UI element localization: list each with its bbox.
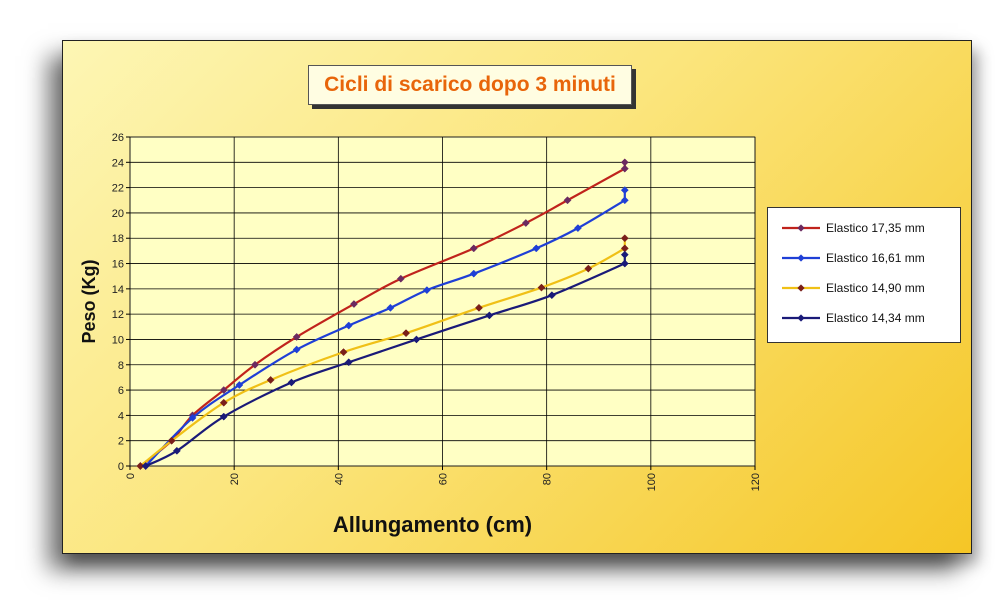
data-point bbox=[620, 196, 629, 205]
legend-label: Elastico 14,90 mm bbox=[826, 281, 925, 295]
y-tick-label: 22 bbox=[112, 183, 124, 195]
legend-swatch bbox=[782, 254, 820, 262]
x-axis-label: Allungamento (cm) bbox=[333, 512, 532, 537]
data-point bbox=[620, 250, 629, 259]
y-tick-label: 8 bbox=[118, 360, 124, 372]
data-point bbox=[547, 291, 556, 300]
legend-label: Elastico 17,35 mm bbox=[826, 221, 925, 235]
legend-swatch bbox=[782, 224, 820, 232]
x-tick-label: 80 bbox=[542, 473, 554, 485]
y-tick-label: 2 bbox=[118, 436, 124, 448]
x-tick-label: 120 bbox=[750, 473, 762, 491]
y-tick-label: 0 bbox=[118, 461, 124, 473]
data-point bbox=[412, 335, 421, 344]
y-tick-label: 26 bbox=[112, 132, 124, 144]
y-tick-label: 14 bbox=[112, 284, 124, 296]
legend-item: Elastico 16,61 mm bbox=[768, 248, 960, 268]
chart-legend: Elastico 17,35 mm Elastico 16,61 mm Elasti… bbox=[767, 207, 961, 343]
x-tick-label: 0 bbox=[125, 473, 137, 479]
data-point bbox=[292, 345, 301, 354]
legend-item: Elastico 17,35 mm bbox=[768, 218, 960, 238]
data-point bbox=[396, 274, 405, 283]
data-point bbox=[219, 386, 228, 395]
legend-item: Elastico 14,90 mm bbox=[768, 278, 960, 298]
data-point bbox=[344, 358, 353, 367]
data-point bbox=[475, 303, 483, 312]
y-tick-label: 6 bbox=[118, 385, 124, 397]
y-tick-label: 24 bbox=[112, 157, 124, 169]
data-point bbox=[167, 436, 176, 445]
x-tick-label: 20 bbox=[229, 473, 241, 485]
data-point bbox=[620, 186, 629, 195]
data-point bbox=[350, 300, 358, 308]
data-point bbox=[402, 329, 410, 338]
data-point bbox=[287, 378, 296, 387]
data-point bbox=[292, 332, 301, 341]
y-tick-label: 4 bbox=[118, 410, 124, 422]
data-point bbox=[584, 264, 593, 273]
y-tick-label: 18 bbox=[112, 233, 124, 245]
data-point bbox=[620, 259, 629, 268]
data-point bbox=[386, 303, 395, 312]
data-point bbox=[235, 381, 244, 389]
y-tick-label: 12 bbox=[112, 309, 124, 321]
data-point bbox=[620, 164, 629, 173]
data-point bbox=[532, 244, 541, 253]
data-point bbox=[422, 286, 431, 295]
data-point bbox=[251, 360, 259, 369]
chart-title: Cicli di scarico dopo 3 minuti bbox=[308, 65, 632, 105]
legend-item: Elastico 14,34 mm bbox=[768, 308, 960, 328]
data-point bbox=[219, 412, 228, 421]
data-point bbox=[521, 219, 530, 227]
legend-swatch-marker bbox=[797, 254, 805, 262]
data-point bbox=[344, 321, 353, 330]
data-point bbox=[219, 398, 228, 407]
data-point bbox=[136, 462, 145, 470]
data-point bbox=[573, 224, 582, 233]
y-tick-label: 20 bbox=[112, 208, 124, 220]
data-point bbox=[339, 348, 348, 357]
data-point bbox=[485, 311, 494, 320]
legend-label: Elastico 16,61 mm bbox=[826, 251, 925, 265]
data-point bbox=[266, 376, 275, 384]
data-point bbox=[563, 196, 572, 205]
legend-label: Elastico 14,34 mm bbox=[826, 311, 925, 325]
series-line bbox=[145, 262, 626, 467]
x-tick-label: 40 bbox=[333, 473, 345, 485]
x-tick-label: 60 bbox=[438, 473, 450, 485]
data-point bbox=[141, 462, 150, 470]
data-point bbox=[620, 234, 629, 243]
legend-swatch-marker bbox=[797, 284, 805, 292]
legend-swatch-marker bbox=[797, 314, 805, 322]
y-tick-label: 16 bbox=[112, 259, 124, 271]
data-point bbox=[172, 446, 181, 455]
x-tick-label: 100 bbox=[646, 473, 658, 491]
data-point bbox=[469, 269, 478, 278]
data-point bbox=[620, 158, 629, 167]
legend-swatch bbox=[782, 284, 820, 292]
series-line bbox=[139, 247, 626, 467]
data-point bbox=[188, 413, 197, 422]
y-tick-label: 10 bbox=[112, 334, 124, 346]
legend-swatch bbox=[782, 314, 820, 322]
y-axis-label: Peso (Kg) bbox=[79, 259, 99, 343]
data-point bbox=[469, 244, 478, 253]
legend-swatch-marker bbox=[797, 224, 805, 232]
data-point bbox=[537, 283, 546, 292]
